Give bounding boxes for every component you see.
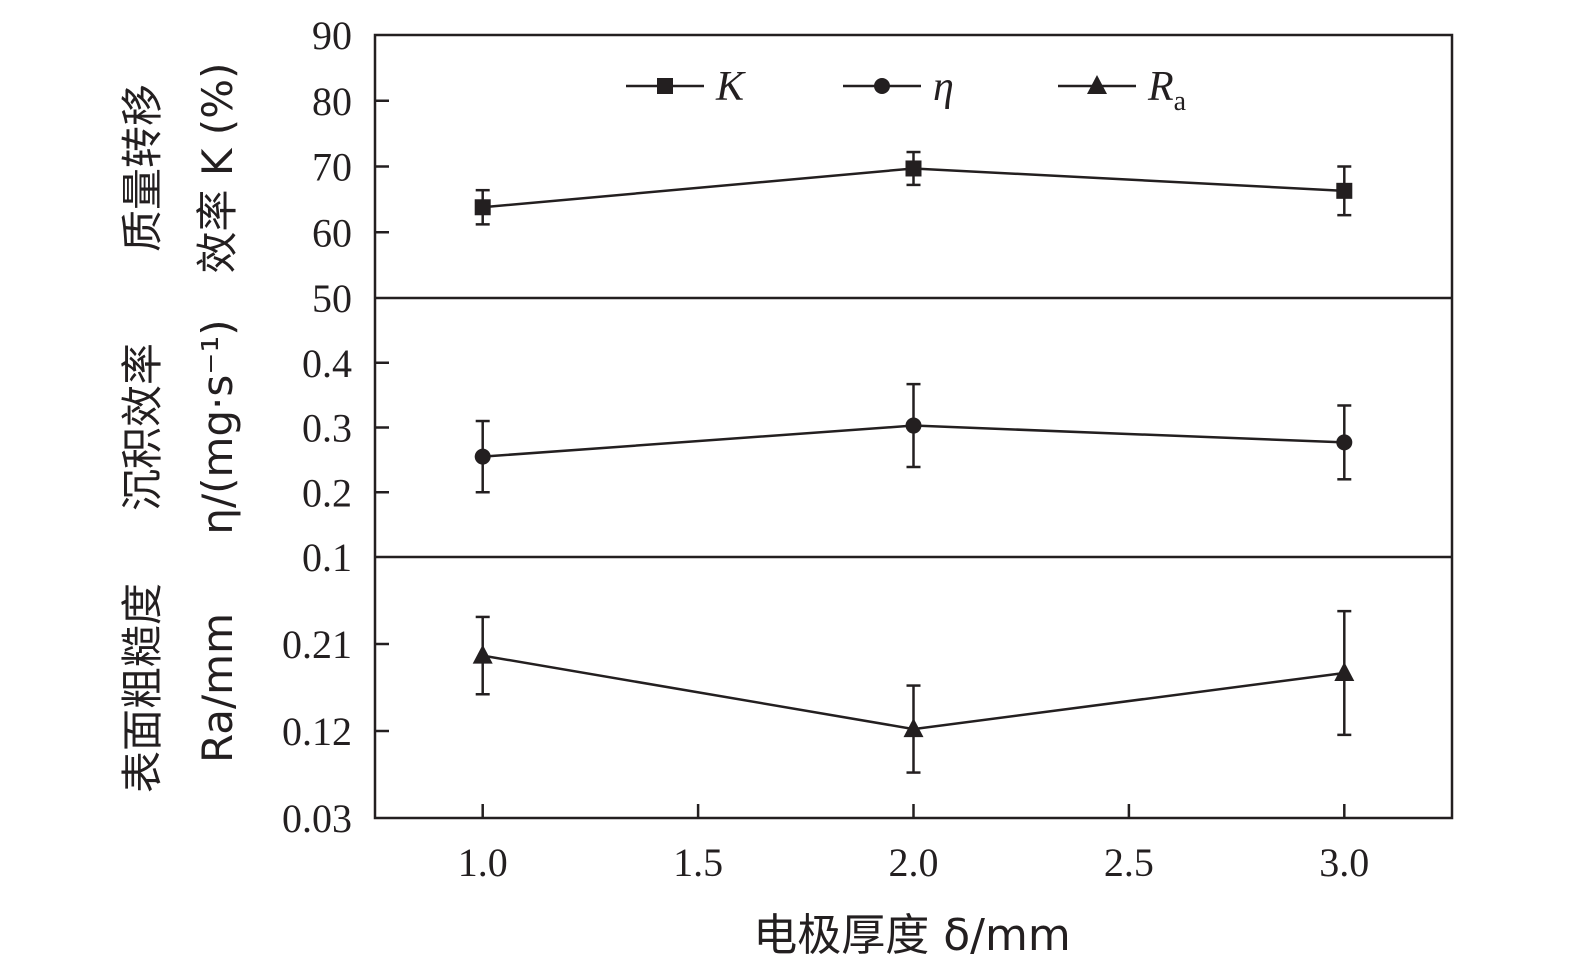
data-point-square bbox=[657, 78, 673, 94]
data-point-circle bbox=[874, 78, 890, 94]
ylabel-ra-line1: 表面粗糙度 bbox=[118, 583, 167, 793]
y-tick-label-eta: 0.4 bbox=[302, 341, 352, 386]
data-point-circle bbox=[474, 448, 491, 465]
y-tick-label-eta: 0.1 bbox=[302, 535, 352, 580]
legend-label: η bbox=[933, 64, 954, 110]
data-point-triangle bbox=[472, 644, 493, 664]
data-point-square bbox=[474, 199, 491, 216]
data-point-square bbox=[1336, 182, 1353, 199]
data-point-triangle bbox=[1087, 75, 1107, 94]
legend-label: Ra bbox=[1147, 64, 1187, 117]
tick-labels: 1.0 1.5 2.0 2.5 3.0 50 60 70 80 90 0.1 0.2 0.3 0.4 0.0… bbox=[282, 13, 1369, 885]
x-tick-label: 2.0 bbox=[889, 840, 939, 885]
data-point-triangle bbox=[903, 718, 924, 738]
series-eta bbox=[474, 382, 1353, 494]
y-tick-label-K: 50 bbox=[312, 276, 352, 321]
x-tick-label: 3.0 bbox=[1319, 840, 1369, 885]
series-K bbox=[474, 150, 1353, 226]
legend-entry: Ra bbox=[1058, 64, 1187, 117]
y-tick-label-K: 90 bbox=[312, 13, 352, 58]
y-tick-label-K: 80 bbox=[312, 79, 352, 124]
data-point-circle bbox=[905, 417, 922, 434]
legend-label-subscript: a bbox=[1174, 86, 1187, 117]
y-tick-label-K: 60 bbox=[312, 210, 352, 255]
y-tick-label-Ra: 0.12 bbox=[282, 709, 352, 754]
series-Ra bbox=[472, 609, 1355, 774]
ylabel-k-line1: 质量转移 bbox=[118, 84, 167, 252]
xlabel: 电极厚度 δ/mm bbox=[753, 910, 1070, 961]
ylabel-k-line2: 效率 K (%) bbox=[193, 63, 242, 274]
data-point-circle bbox=[1336, 434, 1353, 451]
y-tick-label-eta: 0.2 bbox=[302, 470, 352, 515]
data-point-triangle bbox=[1334, 662, 1355, 681]
legend-entry: η bbox=[843, 64, 954, 110]
data-point-square bbox=[905, 160, 922, 177]
ylabel-ra-line2: Ra/mm bbox=[193, 613, 242, 763]
ylabel-eta-line1: 沉积效率 bbox=[118, 343, 167, 511]
y-tick-label-Ra: 0.21 bbox=[282, 622, 352, 667]
x-tick-label: 1.5 bbox=[673, 840, 723, 885]
x-tick-label: 2.5 bbox=[1104, 840, 1154, 885]
ylabel-eta-line2: η/(mg·s⁻¹) bbox=[193, 319, 242, 534]
y-tick-label-K: 70 bbox=[312, 145, 352, 190]
legend-entry: K bbox=[626, 64, 746, 110]
legend-label: K bbox=[715, 64, 746, 110]
x-tick-label: 1.0 bbox=[458, 840, 508, 885]
data-series bbox=[472, 150, 1355, 774]
axis-ticks bbox=[375, 99, 1346, 818]
y-tick-label-Ra: 0.03 bbox=[282, 796, 352, 841]
y-tick-label-eta: 0.3 bbox=[302, 406, 352, 451]
